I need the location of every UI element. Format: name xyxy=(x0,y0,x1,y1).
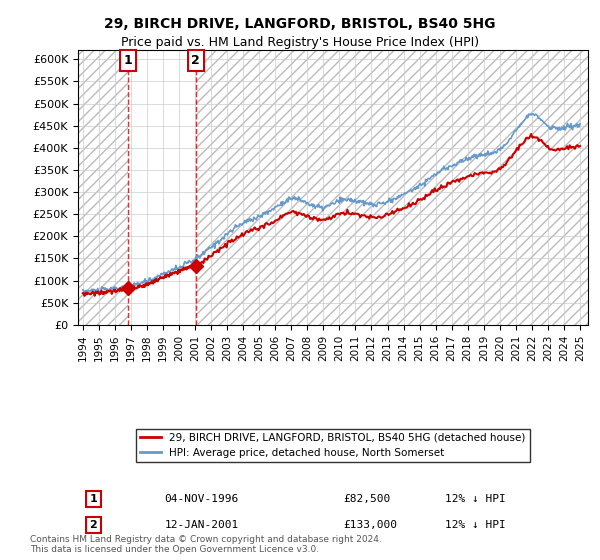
Text: 1: 1 xyxy=(124,54,133,67)
Text: 04-NOV-1996: 04-NOV-1996 xyxy=(164,494,239,504)
Text: 1: 1 xyxy=(89,494,97,504)
Text: Price paid vs. HM Land Registry's House Price Index (HPI): Price paid vs. HM Land Registry's House … xyxy=(121,36,479,49)
Bar xyxy=(78,50,128,325)
Text: 29, BIRCH DRIVE, LANGFORD, BRISTOL, BS40 5HG: 29, BIRCH DRIVE, LANGFORD, BRISTOL, BS40… xyxy=(104,17,496,31)
Text: 2: 2 xyxy=(191,54,200,67)
Text: 12% ↓ HPI: 12% ↓ HPI xyxy=(445,520,506,530)
Text: 2: 2 xyxy=(89,520,97,530)
Text: £133,000: £133,000 xyxy=(343,520,397,530)
Bar xyxy=(196,50,588,325)
Text: 12% ↓ HPI: 12% ↓ HPI xyxy=(445,494,506,504)
Legend: 29, BIRCH DRIVE, LANGFORD, BRISTOL, BS40 5HG (detached house), HPI: Average pric: 29, BIRCH DRIVE, LANGFORD, BRISTOL, BS40… xyxy=(136,429,530,462)
Text: 12-JAN-2001: 12-JAN-2001 xyxy=(164,520,239,530)
Text: Contains HM Land Registry data © Crown copyright and database right 2024.
This d: Contains HM Land Registry data © Crown c… xyxy=(30,535,382,554)
Text: £82,500: £82,500 xyxy=(343,494,391,504)
